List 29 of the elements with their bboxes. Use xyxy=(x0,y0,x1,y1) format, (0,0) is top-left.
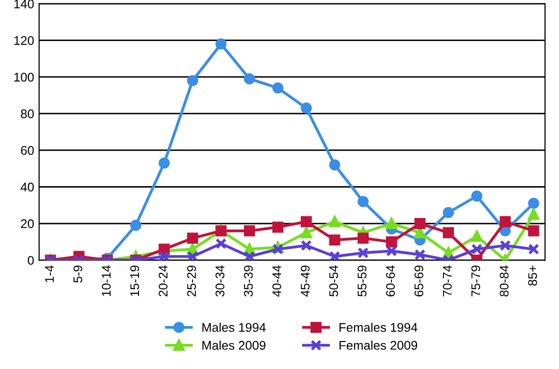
y-tick-label: 60 xyxy=(21,146,34,155)
y-tick-label: 0 xyxy=(28,256,34,265)
x-tick-label: 5-9 xyxy=(73,266,82,283)
x-tick-label: 35-39 xyxy=(244,266,253,296)
legend-label: Males 2009 xyxy=(202,340,266,350)
x-tick-label: 25-29 xyxy=(187,266,196,296)
x-tick-label: 50-54 xyxy=(329,265,338,296)
x-tick-label: 75-79 xyxy=(471,266,480,296)
legend-label: Females 2009 xyxy=(340,340,418,350)
y-tick-label: 100 xyxy=(14,72,34,82)
y-tick-label: 80 xyxy=(20,109,34,118)
x-tick-label: 30-34 xyxy=(216,265,224,296)
legend-label: Males 1994 xyxy=(202,322,266,332)
x-tick-label: 45-49 xyxy=(300,266,310,297)
y-tick-label: 40 xyxy=(20,182,34,192)
x-tick-label: 40-44 xyxy=(272,265,282,297)
legend-label: Females 1994 xyxy=(340,322,418,332)
x-tick-label: 65-69 xyxy=(414,266,424,296)
y-tick-label: 20 xyxy=(20,219,34,228)
x-tick-label: 1-4 xyxy=(45,265,54,282)
y-tick-label: 120 xyxy=(14,36,34,45)
x-tick-label: 60-64 xyxy=(386,265,395,296)
x-tick-label: 70-74 xyxy=(442,265,452,296)
x-tick-label: 85+ xyxy=(528,266,538,286)
x-tick-label: 20-24 xyxy=(158,265,168,296)
x-tick-label: 15-19 xyxy=(130,266,140,296)
x-tick-label: 10-14 xyxy=(102,265,111,296)
x-tick-label: 55-59 xyxy=(358,266,366,296)
x-tick-label: 80-84 xyxy=(500,265,509,296)
